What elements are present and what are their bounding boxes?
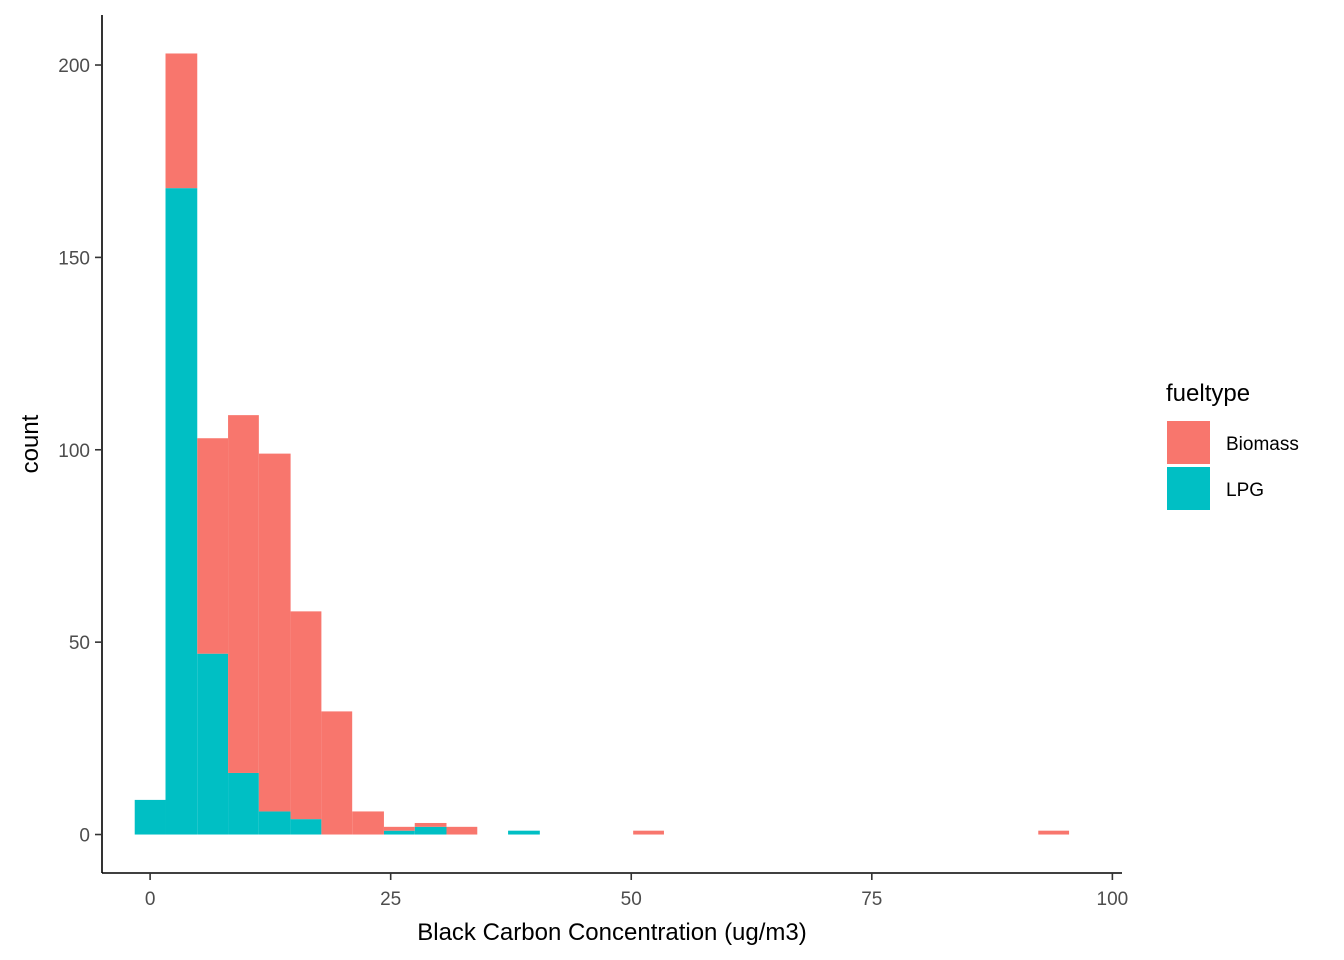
legend-label-lpg: LPG	[1226, 480, 1264, 501]
bar-biomass-2	[197, 438, 229, 654]
bar-lpg-9	[414, 826, 447, 835]
bar-lpg-4	[258, 811, 291, 835]
axes-layer: 0 25 50 75 100 0 50 100 150 200	[58, 15, 1128, 910]
x-tick-label-2: 50	[621, 889, 642, 910]
bar-lpg-1	[165, 188, 198, 835]
legend-swatch-lpg	[1167, 467, 1210, 510]
y-tick-label-1: 50	[69, 633, 90, 654]
y-axis-title: count	[17, 414, 44, 473]
bar-biomass-3	[228, 415, 259, 773]
bar-biomass-4	[258, 453, 291, 812]
x-tick-label-3: 75	[861, 889, 882, 910]
bar-lpg-3	[228, 772, 259, 835]
bar-biomass-9	[414, 822, 447, 827]
bar-lpg-5	[290, 819, 322, 835]
y-tick-label-2: 100	[58, 441, 90, 462]
bar-biomass-1	[165, 53, 198, 189]
legend-title: fueltype	[1166, 380, 1250, 407]
x-tick-label-4: 100	[1097, 889, 1129, 910]
bar-biomass-5	[290, 611, 322, 820]
bar-biomass-8	[383, 826, 415, 831]
legend-swatch-biomass	[1167, 421, 1210, 464]
y-tick-label-0: 0	[79, 826, 90, 847]
bar-lpg-2	[197, 653, 229, 835]
bars-layer	[134, 53, 1070, 835]
x-axis-title: Black Carbon Concentration (ug/m3)	[417, 919, 807, 946]
bar-biomass-10	[446, 826, 478, 835]
bar-lpg-11	[508, 830, 540, 835]
bar-lpg-8	[383, 830, 415, 835]
y-axis-ticks: 0 50 100 150 200	[58, 56, 102, 847]
bar-lpg-0	[134, 799, 166, 835]
legend-label-biomass: Biomass	[1226, 434, 1299, 455]
bar-biomass-7	[352, 811, 384, 835]
y-tick-label-4: 200	[58, 56, 90, 77]
legend: fueltype Biomass LPG	[1166, 380, 1299, 510]
y-tick-label-3: 150	[58, 248, 90, 269]
legend-items: Biomass LPG	[1167, 421, 1299, 510]
bar-biomass-6	[321, 711, 353, 835]
x-tick-label-1: 25	[380, 889, 401, 910]
x-axis-ticks: 0 25 50 75 100	[145, 873, 1128, 910]
bar-biomass-12	[633, 830, 664, 835]
bar-biomass-13	[1038, 830, 1070, 835]
x-tick-label-0: 0	[145, 889, 156, 910]
